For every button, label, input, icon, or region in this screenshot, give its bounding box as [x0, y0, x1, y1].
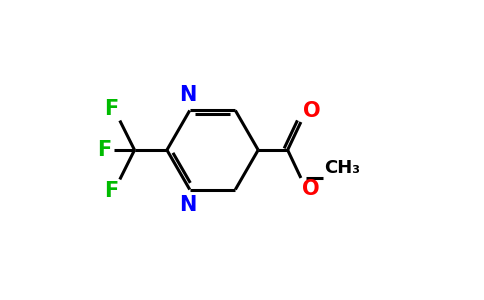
Text: F: F [97, 140, 111, 160]
Text: F: F [104, 99, 118, 119]
Text: N: N [179, 85, 196, 105]
Text: CH₃: CH₃ [324, 159, 360, 177]
Text: F: F [104, 181, 118, 201]
Text: O: O [303, 100, 321, 121]
Text: O: O [302, 179, 320, 200]
Text: N: N [179, 195, 196, 215]
